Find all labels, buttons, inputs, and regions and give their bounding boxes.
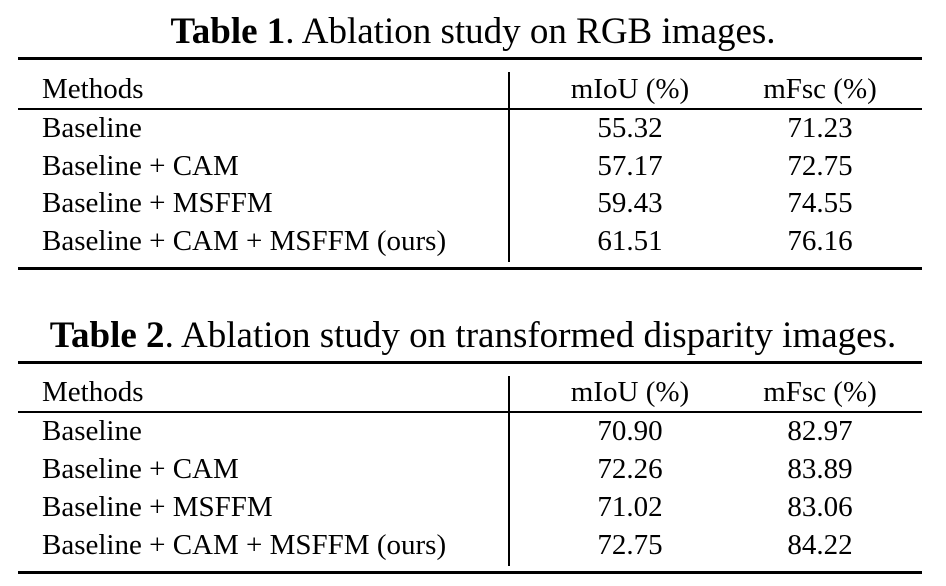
table-2-header-mfsc: mFsc (%): [763, 376, 877, 408]
mfsc-cell: 83.06: [787, 491, 853, 523]
table-row: Baseline + CAM + MSFFM (ours) 72.75 84.2…: [18, 526, 922, 564]
method-cell: Baseline + CAM: [42, 453, 239, 485]
table-2-bottom-rule: [18, 571, 922, 574]
mfsc-cell: 84.22: [787, 529, 853, 561]
table-2-caption: Table 2. Ablation study on transformed d…: [0, 316, 946, 356]
miou-cell: 61.51: [597, 225, 663, 257]
table-1-header-methods: Methods: [42, 73, 144, 105]
table-2-header-methods: Methods: [42, 376, 144, 408]
method-cell: Baseline: [42, 415, 142, 447]
table-2-header-rule: [18, 411, 922, 413]
mfsc-cell: 83.89: [787, 453, 853, 485]
mfsc-cell: 74.55: [787, 187, 853, 219]
table-1-label: Table 1: [170, 11, 286, 52]
table-1-top-rule: [18, 57, 922, 60]
table-row: Baseline + CAM 72.26 83.89: [18, 450, 922, 488]
method-cell: Baseline + CAM + MSFFM (ours): [42, 529, 447, 561]
table-1-header-mfsc: mFsc (%): [763, 73, 877, 105]
miou-cell: 70.90: [597, 415, 663, 447]
miou-cell: 71.02: [597, 491, 663, 523]
table-1-caption: Table 1. Ablation study on RGB images.: [0, 12, 946, 52]
miou-cell: 72.26: [597, 453, 663, 485]
table-2-top-rule: [18, 361, 922, 364]
miou-cell: 72.75: [597, 529, 663, 561]
table-2-label: Table 2: [49, 315, 165, 356]
method-cell: Baseline + CAM + MSFFM (ours): [42, 225, 447, 257]
table-row: Baseline 55.32 71.23: [18, 109, 922, 147]
method-cell: Baseline + MSFFM: [42, 187, 273, 219]
table-1-bottom-rule: [18, 267, 922, 270]
mfsc-cell: 82.97: [787, 415, 853, 447]
table-1-caption-text: . Ablation study on RGB images.: [285, 11, 776, 52]
table-2-header-row: Methods mIoU (%) mFsc (%): [18, 373, 922, 411]
table-row: Baseline + MSFFM 59.43 74.55: [18, 184, 922, 222]
method-cell: Baseline: [42, 112, 142, 144]
table-row: Baseline 70.90 82.97: [18, 412, 922, 450]
table-2-header-miou: mIoU (%): [570, 376, 690, 408]
mfsc-cell: 72.75: [787, 150, 853, 182]
table-1-header-miou: mIoU (%): [570, 73, 690, 105]
table-1-header-rule: [18, 108, 922, 110]
table-row: Baseline + CAM + MSFFM (ours) 61.51 76.1…: [18, 222, 922, 260]
miou-cell: 55.32: [597, 112, 663, 144]
table-1-column-divider: [508, 72, 510, 262]
method-cell: Baseline + CAM: [42, 150, 239, 182]
table-2-column-divider: [508, 376, 510, 566]
table-row: Baseline + CAM 57.17 72.75: [18, 147, 922, 185]
table-2-caption-text: . Ablation study on transformed disparit…: [164, 315, 897, 356]
table-1-header-row: Methods mIoU (%) mFsc (%): [18, 70, 922, 108]
miou-cell: 59.43: [597, 187, 663, 219]
method-cell: Baseline + MSFFM: [42, 491, 273, 523]
mfsc-cell: 71.23: [787, 112, 853, 144]
mfsc-cell: 76.16: [787, 225, 853, 257]
table-row: Baseline + MSFFM 71.02 83.06: [18, 488, 922, 526]
miou-cell: 57.17: [597, 150, 663, 182]
